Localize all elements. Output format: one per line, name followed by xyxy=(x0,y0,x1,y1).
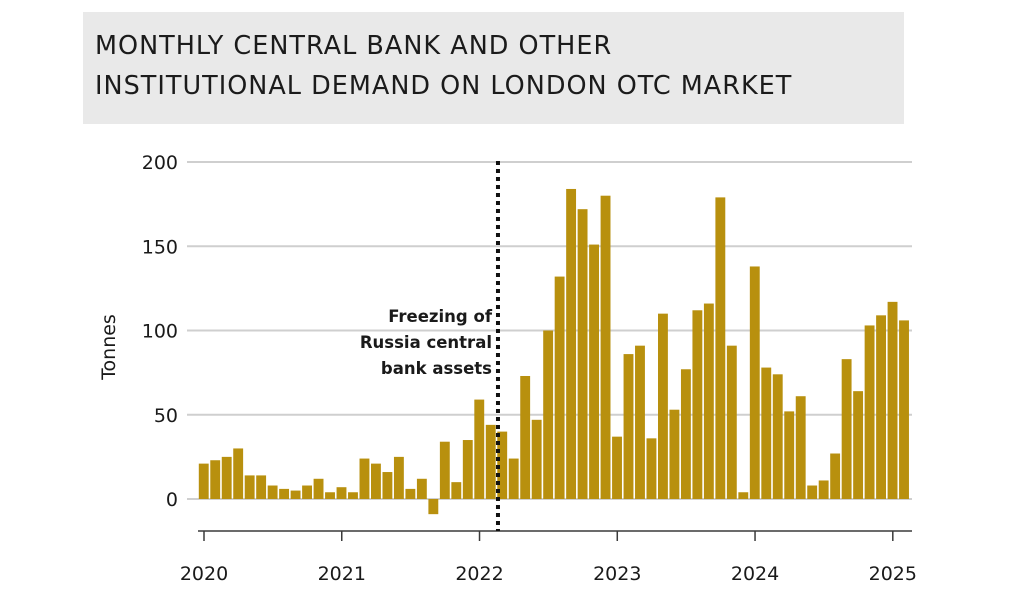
bar-2020-12 xyxy=(325,492,335,499)
bar-2024-01 xyxy=(749,266,760,499)
title-box: MONTHLY CENTRAL BANK AND OTHER INSTITUTI… xyxy=(83,12,904,124)
bar-2020-10 xyxy=(302,485,312,499)
bar-2023-05 xyxy=(658,313,668,499)
bar-2021-03 xyxy=(359,458,370,499)
bar-2025-02 xyxy=(899,320,909,499)
annotation-text: bank assets xyxy=(381,359,492,378)
bar-2023-01 xyxy=(612,436,622,499)
bar-2020-08 xyxy=(279,488,290,499)
bar-2022-06 xyxy=(531,419,542,499)
bar-2021-01 xyxy=(336,487,347,499)
bar-2022-02 xyxy=(485,424,496,499)
bar-2024-05 xyxy=(795,396,806,499)
bar-2023-08 xyxy=(692,310,703,499)
bar-2023-11 xyxy=(726,345,737,499)
y-tick-label: 200 xyxy=(142,152,178,174)
bar-2023-09 xyxy=(703,303,714,499)
bar-2024-02 xyxy=(761,367,772,499)
bar-2023-10 xyxy=(715,197,726,499)
bar-2023-06 xyxy=(669,409,680,499)
bar-2024-11 xyxy=(864,325,875,499)
bar-2022-11 xyxy=(589,244,599,499)
bar-2024-06 xyxy=(807,485,818,499)
x-axis: 2020 2021 2022 2023 2024 2025 xyxy=(180,530,917,585)
bars xyxy=(198,188,909,515)
bar-2022-05 xyxy=(520,375,531,499)
bar-2022-01 xyxy=(474,399,485,499)
bar-2020-05 xyxy=(244,475,255,499)
y-tick-label: 150 xyxy=(142,236,178,258)
bar-2023-12 xyxy=(738,492,749,499)
bar-2022-09 xyxy=(566,188,577,499)
bar-2024-09 xyxy=(841,359,852,499)
bar-2021-02 xyxy=(348,492,358,499)
bar-2024-12 xyxy=(876,315,886,499)
y-tick-labels: 0 50 100 150 200 xyxy=(142,152,178,511)
bar-2024-03 xyxy=(772,374,783,499)
bar-2020-03 xyxy=(221,456,232,499)
x-tick-label: 2020 xyxy=(180,563,228,585)
annotation-text: Russia central xyxy=(360,333,492,352)
bar-2020-02 xyxy=(210,460,221,499)
x-tick-label: 2025 xyxy=(869,563,917,585)
bar-2023-02 xyxy=(623,354,634,499)
bar-2022-08 xyxy=(554,276,565,499)
y-tick-label: 50 xyxy=(154,405,178,427)
bar-2021-08 xyxy=(416,478,427,499)
x-tick-label: 2023 xyxy=(593,563,641,585)
x-tick-label: 2024 xyxy=(731,563,779,585)
bar-2021-07 xyxy=(405,488,416,499)
bar-2022-03 xyxy=(497,431,508,499)
bar-2022-12 xyxy=(600,195,611,499)
bar-2020-11 xyxy=(313,478,324,499)
x-tick-label: 2022 xyxy=(455,563,503,585)
chart-title-line-1: MONTHLY CENTRAL BANK AND OTHER xyxy=(95,31,613,61)
bar-2020-04 xyxy=(233,448,244,499)
bar-2023-03 xyxy=(635,345,645,499)
bar-2021-04 xyxy=(371,463,381,499)
bar-2024-10 xyxy=(853,391,864,499)
bar-2020-01 xyxy=(198,463,209,499)
chart-title-line-2: INSTITUTIONAL DEMAND ON LONDON OTC MARKE… xyxy=(95,71,793,101)
bar-2025-01 xyxy=(887,301,898,499)
bar-2021-09 xyxy=(428,499,439,515)
bar-2021-05 xyxy=(382,472,393,499)
annotation-text: Freezing of xyxy=(388,307,493,326)
bar-2021-06 xyxy=(393,456,404,499)
bar-2021-12 xyxy=(462,440,473,499)
bar-2024-04 xyxy=(784,411,795,499)
bar-2023-04 xyxy=(646,438,657,499)
bar-2022-10 xyxy=(577,209,588,499)
bar-2024-07 xyxy=(818,480,829,499)
bar-2021-11 xyxy=(451,482,462,499)
y-tick-label: 0 xyxy=(166,489,178,511)
y-tick-label: 100 xyxy=(142,321,178,343)
bar-2020-09 xyxy=(290,490,301,499)
bar-2022-04 xyxy=(508,458,519,499)
bar-2021-10 xyxy=(439,441,450,499)
bar-2024-08 xyxy=(830,453,841,499)
bar-2020-07 xyxy=(267,485,278,499)
x-tick-label: 2021 xyxy=(318,563,366,585)
annotation: Freezing of Russia central bank assets xyxy=(360,161,500,531)
bar-2020-06 xyxy=(256,475,267,499)
bar-2023-07 xyxy=(680,369,691,499)
bar-2022-07 xyxy=(543,330,554,499)
y-axis-title: Tonnes xyxy=(98,314,120,381)
